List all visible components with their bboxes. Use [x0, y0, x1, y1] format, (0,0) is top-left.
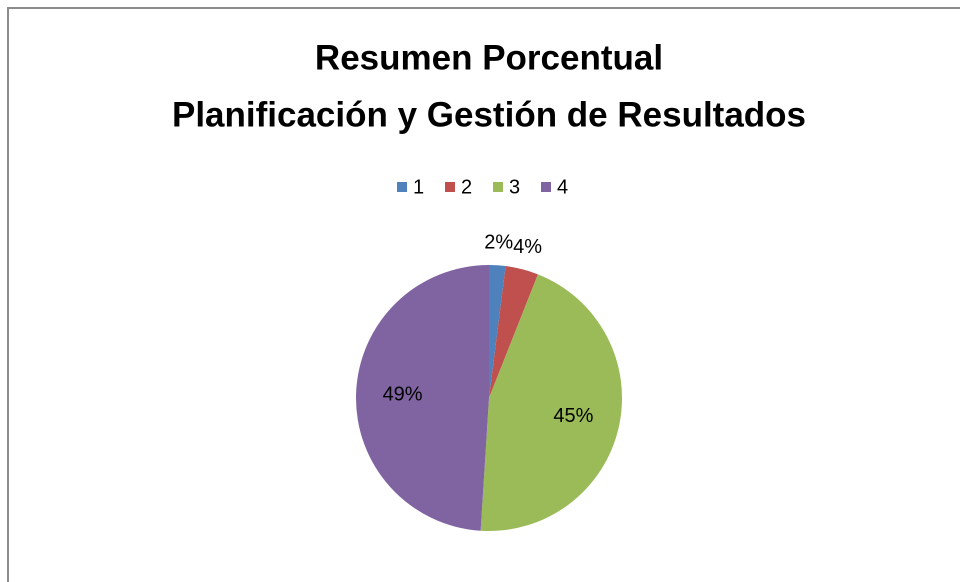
legend-swatch	[445, 182, 455, 192]
legend-swatch	[541, 182, 551, 192]
pie-slice	[489, 266, 538, 398]
data-label: 4%	[513, 236, 542, 258]
pie-slice	[480, 274, 623, 531]
chart-title: Resumen Porcentual	[315, 38, 663, 77]
legend-swatch	[397, 182, 407, 192]
legend-label: 2	[461, 176, 472, 198]
data-label: 2%	[484, 232, 513, 254]
data-label: 45%	[553, 405, 593, 427]
chart-subtitle: Planificación y Gestión de Resultados	[172, 95, 806, 134]
data-label: 49%	[383, 384, 423, 406]
legend-label: 3	[509, 176, 520, 198]
pie-slice	[355, 265, 489, 531]
legend-label: 4	[557, 176, 568, 198]
pie-slice	[489, 265, 506, 398]
legend-swatch	[493, 182, 503, 192]
legend-label: 1	[413, 176, 424, 198]
